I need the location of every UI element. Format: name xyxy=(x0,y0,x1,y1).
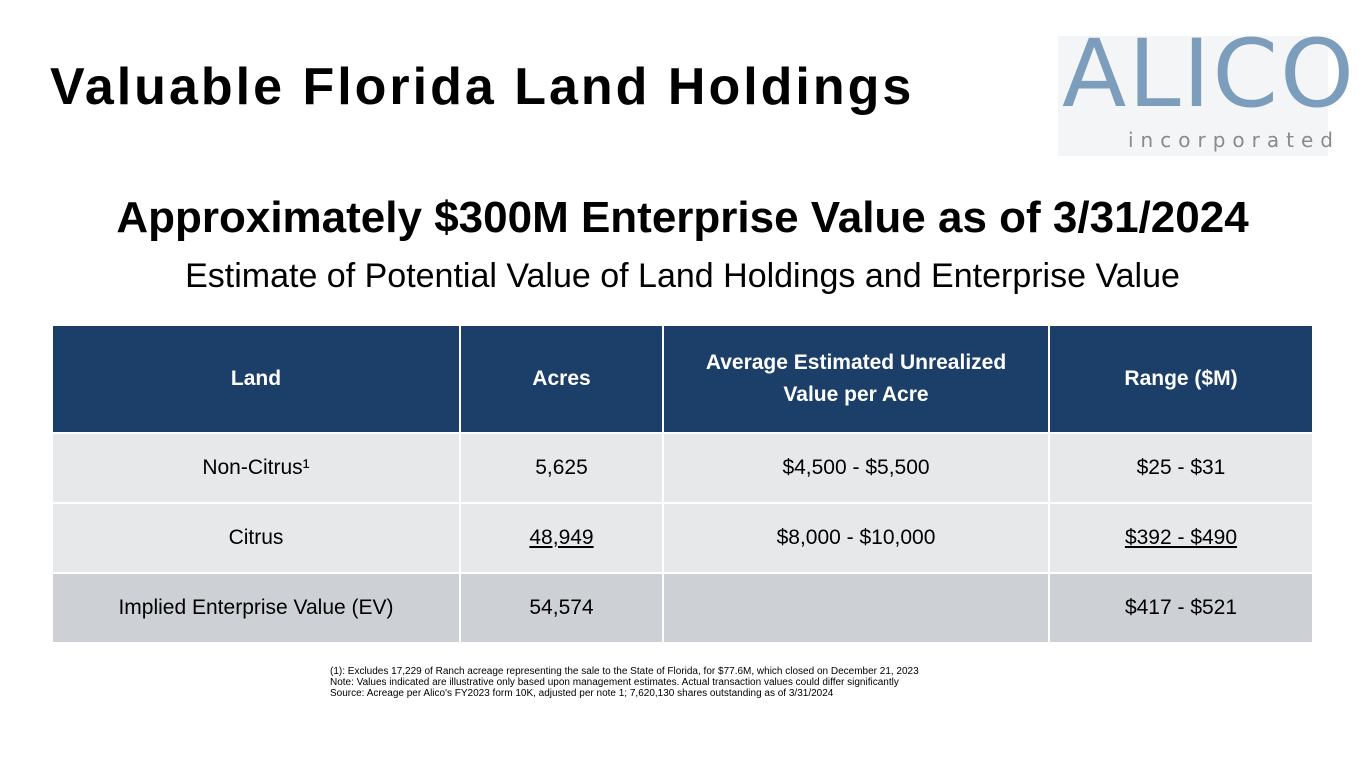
land-value-table: Land Acres Average Estimated Unrealized … xyxy=(53,326,1312,644)
footnote-1: (1): Excludes 17,229 of Ranch acreage re… xyxy=(330,666,919,677)
cell-acres-text: 48,949 xyxy=(529,526,594,549)
slide-title: Valuable Florida Land Holdings xyxy=(50,58,915,116)
header-acres: Acres xyxy=(460,326,664,434)
cell-acres: 48,949 xyxy=(460,503,664,574)
header-range: Range ($M) xyxy=(1049,326,1312,434)
header-value-per-acre: Average Estimated Unrealized Value per A… xyxy=(663,326,1050,434)
cell-land: Implied Enterprise Value (EV) xyxy=(53,573,461,644)
cell-value-per-acre: $4,500 - $5,500 xyxy=(663,433,1050,504)
header-land: Land xyxy=(53,326,461,434)
cell-value-per-acre xyxy=(663,573,1050,644)
cell-range: $392 - $490 xyxy=(1049,503,1312,574)
cell-value-per-acre: $8,000 - $10,000 xyxy=(663,503,1050,574)
cell-land: Citrus xyxy=(53,503,461,574)
cell-range-text: $392 - $490 xyxy=(1124,526,1238,549)
subheadline: Estimate of Potential Value of Land Hold… xyxy=(185,257,1180,295)
footnotes: (1): Excludes 17,229 of Ranch acreage re… xyxy=(330,666,919,699)
table-row-total: Implied Enterprise Value (EV) 54,574 $41… xyxy=(53,573,1312,644)
footnote-note: Note: Values indicated are illustrative … xyxy=(330,677,899,688)
cell-acres: 54,574 xyxy=(460,573,664,644)
alico-logo: ALICO incorporated xyxy=(1058,28,1354,156)
cell-range: $25 - $31 xyxy=(1049,433,1312,504)
logo-wordmark: ALICO xyxy=(1062,20,1357,129)
cell-acres: 5,625 xyxy=(460,433,664,504)
headline: Approximately $300M Enterprise Value as … xyxy=(116,193,1249,242)
table-row: Citrus 48,949 $8,000 - $10,000 $392 - $4… xyxy=(53,503,1312,574)
table-row: Non-Citrus¹ 5,625 $4,500 - $5,500 $25 - … xyxy=(53,433,1312,504)
header-value-per-acre-text: Average Estimated Unrealized Value per A… xyxy=(705,351,1007,406)
table-header-row: Land Acres Average Estimated Unrealized … xyxy=(53,326,1312,434)
cell-range: $417 - $521 xyxy=(1049,573,1312,644)
cell-land: Non-Citrus¹ xyxy=(53,433,461,504)
logo-subtitle: incorporated xyxy=(1128,128,1340,152)
footnote-source: Source: Acreage per Alico's FY2023 form … xyxy=(330,688,834,699)
